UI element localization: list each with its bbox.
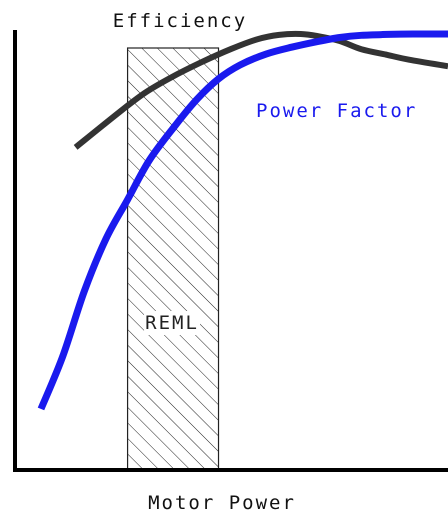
series-labels: Efficiency Power Factor	[113, 10, 417, 122]
series-line-efficiency	[73, 30, 448, 150]
reml-region	[126, 47, 220, 471]
reml-region-label: REML	[145, 312, 199, 334]
series-line-power-factor	[37, 30, 448, 411]
plot-area: REML Efficiency Power Factor	[37, 10, 448, 471]
series-label-power-factor: Power Factor	[256, 100, 417, 122]
x-axis-label: Motor Power	[148, 492, 296, 514]
series-label-efficiency: Efficiency	[113, 10, 247, 32]
series-layer	[37, 30, 448, 411]
reml-label-background	[144, 311, 201, 335]
